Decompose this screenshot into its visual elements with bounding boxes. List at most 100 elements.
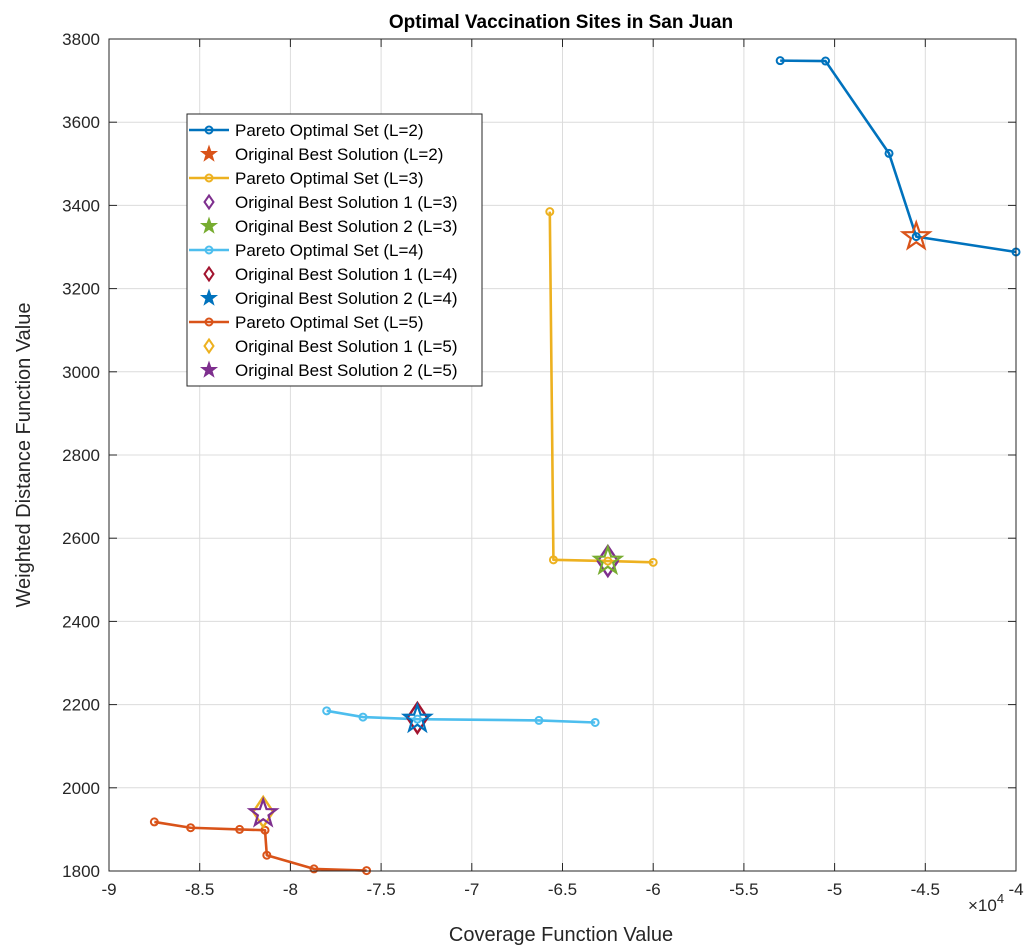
data-point <box>149 817 159 827</box>
data-point <box>534 715 544 725</box>
legend-label: Pareto Optimal Set (L=2) <box>235 121 424 140</box>
legend-marker <box>204 317 214 327</box>
y-tick-labels: 1800 2000 2200 2400 2600 2800 3000 3200 3400 3600… <box>62 30 100 881</box>
data-point <box>262 850 272 860</box>
data-point <box>309 864 319 874</box>
y-tick-label: 3800 <box>62 30 100 49</box>
x-tick-label: -6 <box>646 880 661 899</box>
legend-item: Pareto Optimal Set (L=2) <box>189 121 424 140</box>
y-tick-label: 2600 <box>62 529 100 548</box>
data-point <box>322 706 332 716</box>
solution-marker <box>400 701 434 734</box>
data-point <box>260 825 270 835</box>
x-tick-label: -7.5 <box>366 880 395 899</box>
legend-marker <box>204 173 214 183</box>
solution-marker <box>591 543 625 576</box>
series-4 <box>591 543 625 576</box>
legend-box <box>186 113 483 387</box>
legend-item: Original Best Solution 2 (L=4) <box>199 288 458 308</box>
legend-item: Original Best Solution 2 (L=3) <box>199 216 458 236</box>
y-tick-label: 2200 <box>62 696 100 715</box>
data-point <box>186 823 196 833</box>
legend-label: Original Best Solution 1 (L=3) <box>235 193 458 212</box>
series-2 <box>545 207 658 567</box>
y-tick-label: 3400 <box>62 196 100 215</box>
grid-lines <box>109 39 1016 871</box>
legend-item: Pareto Optimal Set (L=5) <box>189 313 424 332</box>
data-point <box>590 717 600 727</box>
x-tick-label: -5.5 <box>729 880 758 899</box>
x-tick-labels: -9 -8.5 -8 -7.5 -7 -6.5 -6 -5.5 -5 -4.5 -4 <box>101 880 1023 899</box>
legend-marker <box>203 337 215 355</box>
legend-item: Pareto Optimal Set (L=3) <box>189 169 424 188</box>
series-5 <box>322 706 600 727</box>
x-tick-label: -6.5 <box>548 880 577 899</box>
legend-label: Original Best Solution 2 (L=3) <box>235 217 458 236</box>
legend-item: Original Best Solution 2 (L=5) <box>199 360 458 380</box>
data-point <box>775 56 785 66</box>
data-point <box>548 555 558 565</box>
series-10 <box>246 796 280 828</box>
legend-label: Original Best Solution 2 (L=4) <box>235 289 458 308</box>
legend-label: Original Best Solution (L=2) <box>235 145 443 164</box>
legend-label: Original Best Solution 1 (L=4) <box>235 265 458 284</box>
series-line <box>326 709 596 724</box>
legend-marker <box>199 216 219 234</box>
legend-label: Pareto Optimal Set (L=5) <box>235 313 424 332</box>
x-axis-label: Coverage Function Value <box>449 924 673 945</box>
chart-title: Optimal Vaccination Sites in San Juan <box>389 12 733 33</box>
x-tick-label: -5 <box>827 880 842 899</box>
legend-marker <box>199 360 219 378</box>
legend-item: Original Best Solution (L=2) <box>199 144 443 164</box>
data-point <box>412 714 422 724</box>
x-tick-label: -4 <box>1008 880 1023 899</box>
x-axis-exponent: ×104 <box>968 891 1004 915</box>
y-tick-label: 2400 <box>62 612 100 631</box>
data-point <box>884 148 894 158</box>
series-line <box>154 820 367 872</box>
legend-item: Pareto Optimal Set (L=4) <box>189 241 424 260</box>
data-point <box>545 207 555 217</box>
legend: Pareto Optimal Set (L=2) Original Best So… <box>186 113 483 387</box>
y-axis-label: Weighted Distance Function Value <box>13 303 35 608</box>
legend-label: Pareto Optimal Set (L=3) <box>235 169 424 188</box>
legend-label: Pareto Optimal Set (L=4) <box>235 241 424 260</box>
data-point <box>358 712 368 722</box>
axis-ticks <box>108 38 1017 872</box>
data-point <box>911 232 921 242</box>
solution-marker <box>246 796 280 828</box>
x-tick-label: -7 <box>464 880 479 899</box>
legend-item: Original Best Solution 1 (L=4) <box>203 265 458 284</box>
data-point <box>603 556 613 566</box>
x-tick-label: -9 <box>101 880 116 899</box>
legend-marker <box>203 193 215 211</box>
x-tick-label: -8.5 <box>185 880 214 899</box>
x-tick-label: -4.5 <box>911 880 940 899</box>
x-exponent-base: ×10 <box>968 896 997 915</box>
solution-marker <box>899 219 933 251</box>
legend-label: Original Best Solution 1 (L=5) <box>235 337 458 356</box>
series-line <box>780 59 1017 254</box>
x-exponent-power: 4 <box>997 891 1004 906</box>
series-6 <box>405 700 429 736</box>
y-tick-label: 1800 <box>62 862 100 881</box>
data-point <box>235 824 245 834</box>
legend-item: Original Best Solution 1 (L=3) <box>203 193 458 212</box>
y-tick-label: 3200 <box>62 280 100 299</box>
legend-marker <box>204 125 214 135</box>
y-tick-label: 2000 <box>62 779 100 798</box>
legend-marker <box>203 265 215 283</box>
series-7 <box>400 701 434 734</box>
series-9 <box>251 794 275 830</box>
solution-marker <box>405 700 429 736</box>
y-tick-label: 3600 <box>62 113 100 132</box>
x-tick-label: -8 <box>283 880 298 899</box>
y-tick-label: 3000 <box>62 363 100 382</box>
data-point <box>821 56 831 66</box>
legend-item: Original Best Solution 1 (L=5) <box>203 337 458 356</box>
legend-marker <box>204 245 214 255</box>
legend-marker <box>199 144 219 162</box>
series-1 <box>899 219 933 251</box>
series-0 <box>775 56 1021 257</box>
